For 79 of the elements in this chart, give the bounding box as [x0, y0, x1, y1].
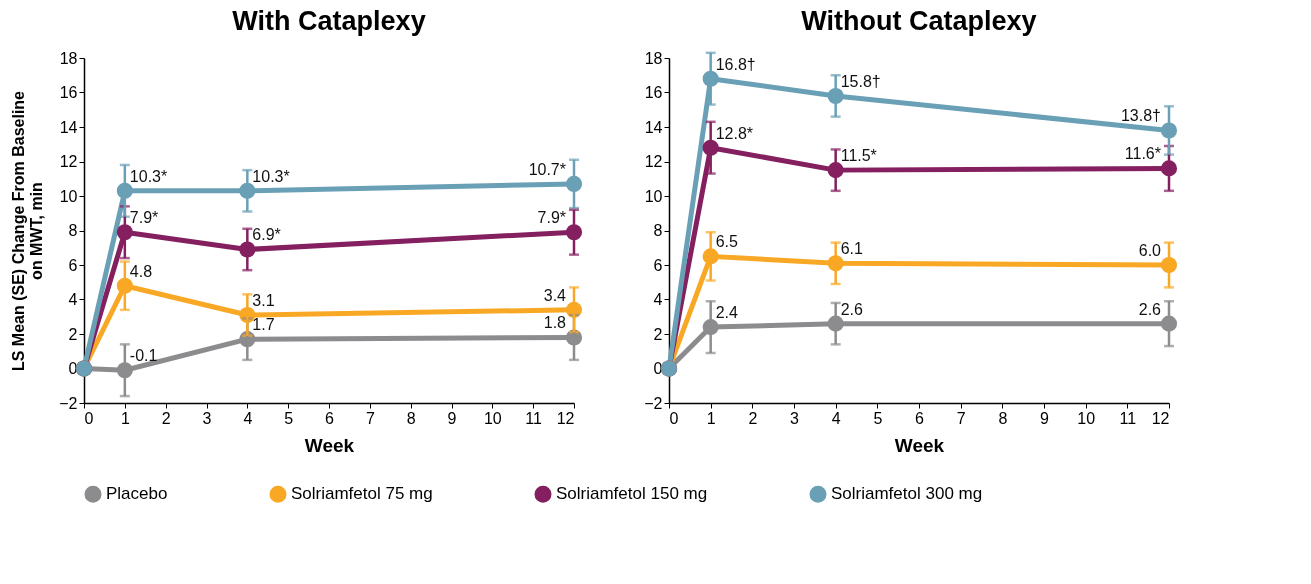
x-tick-label: 6 [915, 409, 925, 427]
data-label: 7.9* [129, 209, 159, 227]
y-tick-label: 18 [644, 49, 663, 67]
x-tick-label: 2 [161, 409, 171, 427]
data-label: -0.1 [129, 347, 158, 365]
x-tick-label: 5 [284, 409, 294, 427]
data-label: 13.8† [1120, 107, 1161, 125]
data-label: 2.6 [840, 300, 864, 318]
x-tick-label: 11 [1119, 409, 1137, 427]
x-tick-label: 1 [706, 409, 716, 427]
x-tick-label: 0 [84, 409, 94, 427]
data-label: 4.8 [129, 262, 153, 280]
y-tick-label: 12 [59, 153, 78, 170]
x-tick-label: 4 [831, 409, 841, 427]
data-label: 10.3* [252, 167, 290, 185]
data-label: 6.0 [1138, 242, 1162, 259]
legend-label: Solriamfetol 75 mg [291, 484, 433, 504]
y-tick-label: 2 [653, 325, 663, 343]
y-tick-label: 4 [653, 291, 663, 308]
data-label: 6.5 [715, 233, 739, 251]
x-tick-label: 1 [120, 409, 130, 427]
data-label: 10.7* [528, 160, 566, 178]
y-tick-label: 16 [59, 84, 78, 101]
chart-title: Without Cataplexy [801, 6, 1037, 36]
data-label: 1.7 [252, 316, 275, 334]
y-tick-label: 6 [653, 256, 663, 274]
y-tick-label: 6 [68, 256, 78, 274]
data-label: 11.6* [1124, 145, 1161, 163]
y-tick-label: 16 [644, 84, 663, 101]
x-tick-label: 5 [873, 409, 883, 427]
data-label: 6.1 [840, 240, 864, 258]
data-label: 16.8† [715, 55, 756, 73]
legend-label: Solriamfetol 150 mg [556, 484, 708, 504]
y-tick-label: 2 [68, 325, 78, 343]
data-label: 1.8 [543, 314, 567, 332]
x-tick-label: 3 [202, 409, 212, 427]
x-tick-label: 9 [447, 409, 457, 427]
x-tick-label: 12 [1151, 409, 1170, 427]
y-tick-label: 4 [68, 291, 78, 308]
x-tick-label: 7 [956, 409, 966, 427]
data-label: 3.1 [252, 292, 275, 310]
x-tick-label: 4 [243, 409, 253, 427]
data-label: 2.6 [1138, 300, 1162, 318]
y-tick-label: 18 [59, 49, 78, 67]
y-tick-label: −2 [59, 394, 78, 412]
data-label: 2.4 [715, 304, 739, 322]
x-tick-label: 8 [406, 409, 416, 427]
x-axis-title: Week [304, 434, 355, 456]
x-tick-label: 10 [1077, 409, 1096, 427]
y-tick-label: 12 [644, 153, 663, 170]
y-tick-label: 14 [644, 118, 663, 136]
x-tick-label: 12 [556, 409, 575, 427]
y-tick-label: −2 [644, 394, 663, 412]
legend-label: Solriamfetol 300 mg [831, 484, 983, 504]
x-tick-label: 7 [365, 409, 375, 427]
y-tick-label: 8 [653, 222, 663, 239]
x-tick-label: 0 [669, 409, 679, 427]
y-tick-label: 10 [644, 187, 663, 205]
x-tick-label: 8 [998, 409, 1008, 427]
x-tick-label: 10 [483, 409, 502, 427]
data-label: 12.8* [715, 124, 754, 142]
y-axis-title: LS Mean (SE) Change From Baseline on MWT, min [10, 90, 46, 372]
x-tick-label: 3 [790, 409, 800, 427]
y-tick-label: 10 [59, 187, 78, 205]
data-label: 6.9* [252, 226, 281, 244]
data-label: 11.5* [840, 147, 877, 165]
x-tick-label: 11 [525, 409, 543, 427]
data-label: 10.3* [129, 167, 168, 185]
x-tick-label: 9 [1040, 409, 1050, 427]
data-label: 3.4 [543, 286, 567, 304]
chart-title: With Cataplexy [232, 6, 426, 36]
x-tick-label: 6 [325, 409, 335, 427]
x-tick-label: 2 [748, 409, 758, 427]
legend-label: Placebo [106, 484, 168, 504]
y-tick-label: 14 [59, 118, 78, 136]
x-axis-title: Week [894, 434, 945, 456]
data-label: 15.8† [840, 72, 881, 90]
y-tick-label: 8 [68, 222, 78, 239]
data-label: 7.9* [537, 209, 566, 227]
